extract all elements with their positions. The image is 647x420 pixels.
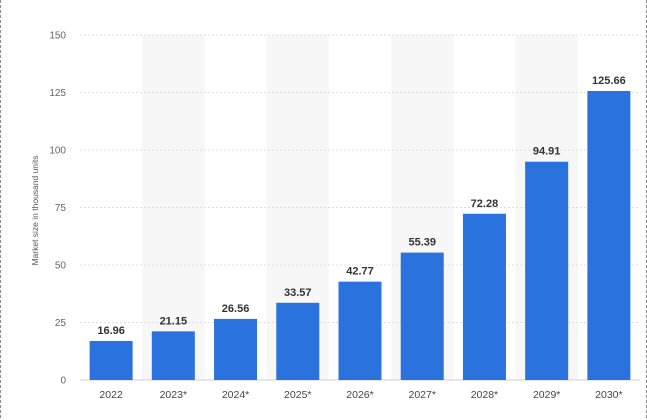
x-tick-label: 2025* xyxy=(284,389,311,401)
y-tick-label: 75 xyxy=(55,203,67,214)
x-tick-label: 2027* xyxy=(408,389,435,401)
x-tick-label: 2028* xyxy=(471,389,498,401)
x-tick-label: 2030* xyxy=(595,389,622,401)
x-tick-label: 2026* xyxy=(346,389,373,401)
bar[interactable] xyxy=(214,318,258,380)
data-label: 33.57 xyxy=(284,287,312,299)
bar[interactable] xyxy=(587,90,631,381)
bars xyxy=(89,90,631,381)
data-label: 94.91 xyxy=(533,146,561,158)
bar[interactable] xyxy=(525,161,569,380)
data-label: 21.15 xyxy=(160,315,188,327)
bar[interactable] xyxy=(151,331,195,380)
y-tick-label: 150 xyxy=(49,31,66,42)
bar[interactable] xyxy=(276,302,320,380)
data-label: 72.28 xyxy=(471,198,499,210)
y-tick-label: 125 xyxy=(49,88,66,99)
x-tick-label: 2022 xyxy=(99,389,123,401)
data-label: 16.96 xyxy=(97,325,125,337)
data-label: 55.39 xyxy=(408,237,436,249)
y-tick-label: 0 xyxy=(60,376,66,387)
data-label: 125.66 xyxy=(592,75,626,87)
bar[interactable] xyxy=(462,213,506,380)
x-tick-label: 2024* xyxy=(222,389,249,401)
x-axis-ticks: 2022 2023* 2024* 2025* 2026* 2027* 2028* 2029* 2… xyxy=(99,389,622,401)
data-label: 42.77 xyxy=(346,266,374,278)
y-axis-label: Market size in thousand units xyxy=(30,155,40,265)
bar[interactable] xyxy=(89,340,133,380)
x-tick-label: 2023* xyxy=(160,389,187,401)
data-labels: 16.96 21.15 26.56 33.57 42.77 55.39 72.28 94.91… xyxy=(97,75,625,337)
y-tick-label: 100 xyxy=(49,146,66,157)
data-label: 26.56 xyxy=(222,303,250,315)
x-tick-label: 2029* xyxy=(533,389,560,401)
y-tick-label: 50 xyxy=(55,261,67,272)
y-tick-label: 25 xyxy=(55,318,67,329)
bar[interactable] xyxy=(338,281,382,380)
bar[interactable] xyxy=(400,252,444,380)
y-axis-ticks: 0 25 50 75 100 125 150 xyxy=(49,31,66,387)
